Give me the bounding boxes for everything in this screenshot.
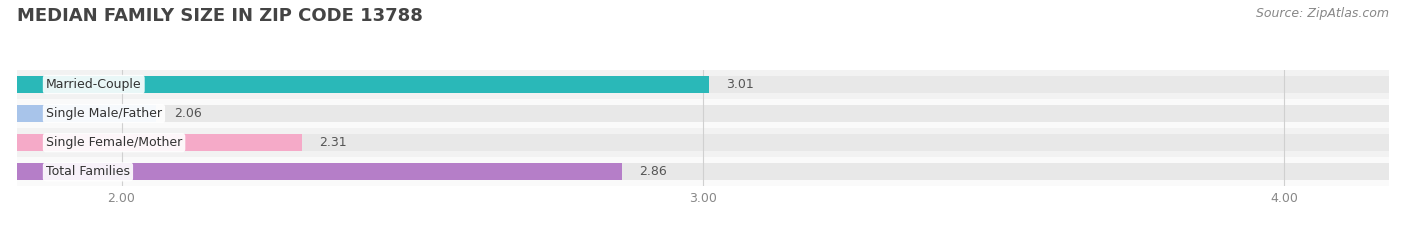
Text: 2.06: 2.06 [174, 107, 201, 120]
Text: Single Male/Father: Single Male/Father [46, 107, 162, 120]
Text: Married-Couple: Married-Couple [46, 78, 142, 91]
Bar [17, 163, 621, 180]
Bar [17, 70, 1389, 99]
Bar [17, 157, 1389, 186]
Bar [17, 163, 1389, 180]
Text: 2.86: 2.86 [640, 165, 666, 178]
Bar [17, 105, 156, 122]
Text: 2.31: 2.31 [319, 136, 347, 149]
Text: Single Female/Mother: Single Female/Mother [46, 136, 183, 149]
Bar [17, 105, 1389, 122]
Bar [17, 134, 302, 151]
Bar [17, 99, 1389, 128]
Bar [17, 76, 709, 93]
Bar [17, 128, 1389, 157]
Bar [17, 134, 1389, 151]
Text: MEDIAN FAMILY SIZE IN ZIP CODE 13788: MEDIAN FAMILY SIZE IN ZIP CODE 13788 [17, 7, 423, 25]
Bar [17, 76, 1389, 93]
Text: 3.01: 3.01 [727, 78, 754, 91]
Text: Total Families: Total Families [46, 165, 129, 178]
Text: Source: ZipAtlas.com: Source: ZipAtlas.com [1256, 7, 1389, 20]
